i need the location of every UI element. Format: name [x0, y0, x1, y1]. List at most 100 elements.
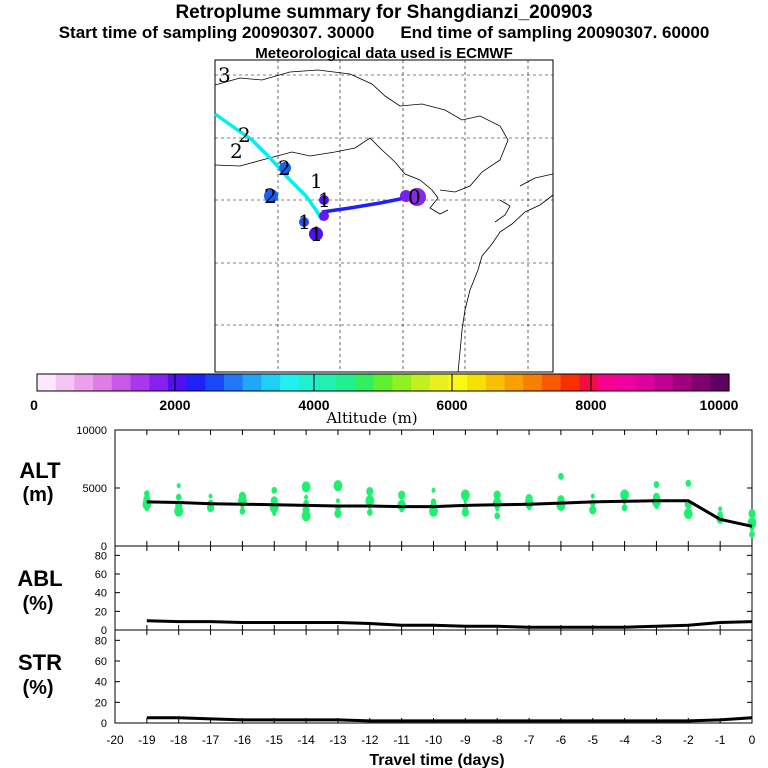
- altitude-point: [717, 511, 723, 519]
- cluster-label: 2: [264, 184, 277, 208]
- colorbar-cell: [74, 374, 94, 391]
- x-tick-label: 0: [749, 733, 756, 747]
- colorbar-cell: [280, 374, 300, 391]
- y-tick-label: 0: [101, 541, 107, 553]
- x-tick-label: -4: [619, 733, 630, 747]
- altitude-point: [718, 506, 723, 512]
- altitude-colorbar: 0 2000 4000 6000 8000 10000 Altitude (m): [30, 373, 739, 427]
- colorbar-cell: [261, 374, 281, 391]
- altitude-point: [335, 498, 340, 504]
- cluster-label: 1: [310, 169, 323, 193]
- x-tick-label: -14: [297, 733, 315, 747]
- altitude-point: [239, 507, 246, 515]
- colorbar-cell: [130, 374, 150, 391]
- altitude-point: [493, 490, 501, 500]
- x-tick-label: -1: [715, 733, 726, 747]
- colorbar-axis-label: Altitude (m): [325, 409, 417, 427]
- colorbar-cell: [523, 374, 543, 391]
- altitude-point: [653, 481, 660, 489]
- colorbar-cell: [205, 374, 225, 391]
- start-time-label: Start time of sampling 20090307. 30000: [58, 23, 375, 42]
- panel-labels: ALT (m) ABL (%) STR (%): [17, 458, 62, 699]
- y-tick-label: 20: [95, 697, 107, 709]
- colorbar-cell: [598, 374, 618, 391]
- colorbar-tick-label: 10000: [700, 397, 739, 413]
- met-data-label: Meteorological data used is ECMWF: [255, 45, 513, 62]
- altitude-point: [367, 508, 373, 516]
- x-tick-label: -8: [492, 733, 503, 747]
- x-tick-label: -15: [266, 733, 284, 747]
- alt-series-line: [146, 499, 753, 528]
- altitude-point: [365, 495, 375, 507]
- altitude-point: [270, 496, 278, 506]
- abl-panel: 0 20 40 60 80: [95, 545, 753, 637]
- colorbar-cell: [111, 374, 132, 391]
- altitude-point: [334, 509, 342, 519]
- colorbar-cell: [710, 374, 730, 391]
- x-tick-label: -5: [587, 733, 598, 747]
- abl-panel-unit: (%): [22, 593, 53, 615]
- colorbar-cell: [635, 374, 655, 391]
- cluster-marker: [408, 188, 426, 206]
- altitude-point: [302, 505, 310, 515]
- cluster-labels: 3 2 2 2 2 1 1 1 1 0: [218, 63, 421, 246]
- cluster-marker: [279, 162, 291, 174]
- altitude-point: [304, 494, 309, 500]
- y-tick-label: 0: [101, 625, 107, 637]
- altitude-point: [620, 489, 629, 501]
- colorbar-cell: [691, 374, 711, 391]
- colorbar-cell: [242, 374, 263, 391]
- altitude-point: [683, 508, 693, 520]
- cluster-markers: [264, 162, 426, 241]
- colorbar-tick-labels: 0 2000 4000 6000 8000 10000: [30, 397, 739, 413]
- x-tick-label: -11: [393, 733, 410, 747]
- cluster-label: 2: [230, 139, 243, 163]
- y-tick-label: 80: [95, 550, 107, 562]
- altitude-point: [144, 490, 150, 498]
- colorbar-cell: [336, 374, 356, 391]
- colorbar-cell: [149, 374, 169, 391]
- abl-panel-label: ABL: [17, 566, 62, 591]
- colorbar-cell: [317, 374, 337, 391]
- altitude-point: [525, 493, 533, 503]
- colorbar-tick-label: 6000: [436, 397, 467, 413]
- map-gridlines: [215, 60, 553, 372]
- cluster-marker: [264, 189, 278, 203]
- chart-title: Retroplume summary for Shangdianzi_20090…: [175, 2, 593, 23]
- str-panel-frame: [114, 629, 753, 724]
- colorbar-frame: [36, 373, 730, 392]
- cluster-marker: [319, 211, 329, 221]
- altitude-point: [685, 479, 692, 487]
- colorbar-cell: [560, 374, 580, 391]
- altitude-point: [238, 491, 246, 501]
- x-tick-label: -3: [651, 733, 662, 747]
- sampling-times: Start time of sampling 20090307. 30000 En…: [0, 23, 768, 43]
- x-tick-label: -12: [361, 733, 379, 747]
- colorbar-cell: [392, 374, 412, 391]
- end-time-label: End time of sampling 20090307. 60000: [400, 23, 710, 42]
- x-tick-label: -20: [106, 733, 124, 747]
- altitude-point: [271, 486, 278, 494]
- altitude-point: [431, 487, 436, 493]
- altitude-point: [430, 498, 437, 506]
- y-tick-label: 40: [95, 677, 107, 689]
- altitude-point: [749, 530, 755, 538]
- altitude-point: [558, 472, 564, 480]
- coastlines-borders: [214, 69, 554, 373]
- y-tick-label: 40: [95, 588, 107, 600]
- x-tick-label: -2: [683, 733, 694, 747]
- colorbar-cell: [224, 374, 244, 391]
- x-tick-label: -13: [329, 733, 347, 747]
- altitude-point: [301, 481, 311, 493]
- colorbar-cell: [485, 374, 506, 391]
- abl-panel-frame: [114, 545, 753, 631]
- cluster-marker: [309, 227, 323, 241]
- cluster-marker: [299, 217, 309, 227]
- alt-panel-unit: (m): [22, 484, 53, 506]
- y-tick-label: 80: [95, 635, 107, 647]
- colorbar-tick-label: 4000: [298, 397, 329, 413]
- colorbar-cell: [373, 374, 393, 391]
- altitude-point: [208, 493, 213, 499]
- altitude-point: [748, 509, 756, 519]
